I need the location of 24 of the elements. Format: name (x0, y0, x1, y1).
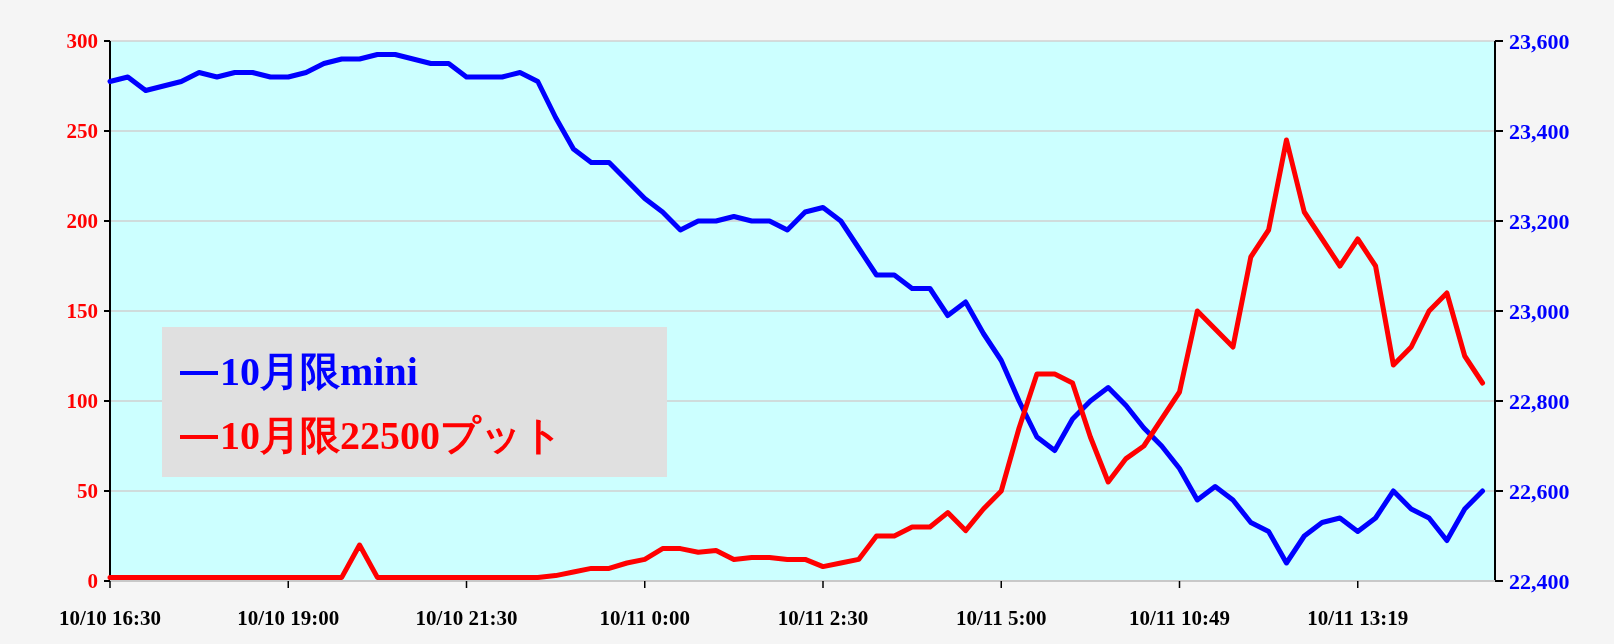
x-tick-label: 10/10 16:30 (58, 606, 162, 630)
y-tick-label: 200 (66, 209, 98, 233)
y2-tick-label: 22,800 (1509, 389, 1570, 414)
y2-tick-label: 23,600 (1509, 29, 1570, 54)
legend-label: 10月限22500プット (220, 413, 563, 458)
x-tick-label: 10/11 2:30 (777, 606, 869, 630)
x-tick-label: 10/11 13:19 (1307, 606, 1409, 630)
y-tick-label: 0 (87, 569, 98, 593)
x-tick-label: 10/10 19:00 (237, 606, 340, 630)
y2-tick-label: 23,000 (1509, 299, 1570, 324)
y2-tick-label: 22,600 (1509, 479, 1570, 504)
legend-label: 10月限mini (220, 349, 418, 394)
y2-tick-label: 23,400 (1509, 119, 1570, 144)
y-tick-label: 300 (66, 29, 98, 53)
y-tick-label: 100 (66, 389, 98, 413)
x-tick-label: 10/11 5:00 (956, 606, 1047, 630)
y2-tick-label: 23,200 (1509, 209, 1570, 234)
x-tick-label: 10/11 10:49 (1129, 606, 1230, 630)
x-tick-label: 10/10 21:30 (415, 606, 518, 630)
y2-tick-label: 22,400 (1509, 569, 1570, 594)
y-tick-label: 50 (77, 479, 98, 503)
y-tick-label: 150 (66, 299, 98, 323)
x-tick-label: 10/11 0:00 (599, 606, 690, 630)
y-tick-label: 250 (66, 119, 98, 143)
